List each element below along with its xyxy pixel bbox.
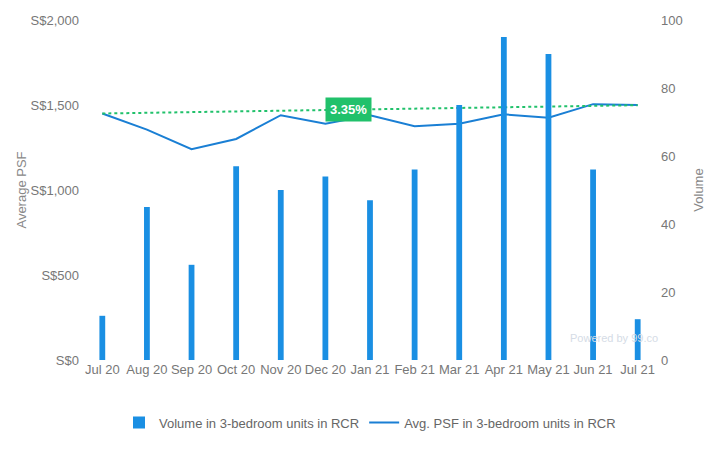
svg-text:Average PSF: Average PSF: [14, 151, 29, 228]
svg-text:Jun 21: Jun 21: [574, 362, 613, 377]
svg-text:Jan 21: Jan 21: [350, 362, 389, 377]
svg-text:100: 100: [661, 13, 683, 28]
svg-text:Avg. PSF in 3-bedroom units in: Avg. PSF in 3-bedroom units in RCR: [404, 416, 615, 431]
svg-text:Volume in 3-bedroom units in R: Volume in 3-bedroom units in RCR: [159, 416, 359, 431]
svg-text:S$0: S$0: [56, 353, 79, 368]
svg-text:3.35%: 3.35%: [330, 102, 367, 117]
svg-text:Dec 20: Dec 20: [305, 362, 346, 377]
svg-text:S$500: S$500: [41, 268, 79, 283]
svg-text:Jul 20: Jul 20: [85, 362, 120, 377]
svg-text:Volume: Volume: [691, 168, 706, 211]
svg-text:80: 80: [661, 81, 675, 96]
svg-text:Oct 20: Oct 20: [217, 362, 255, 377]
svg-text:Mar 21: Mar 21: [439, 362, 479, 377]
svg-text:Nov 20: Nov 20: [260, 362, 301, 377]
svg-text:S$1,500: S$1,500: [31, 98, 79, 113]
svg-text:40: 40: [661, 217, 675, 232]
svg-text:S$2,000: S$2,000: [31, 13, 79, 28]
svg-text:20: 20: [661, 285, 675, 300]
svg-text:Feb 21: Feb 21: [394, 362, 434, 377]
svg-text:May 21: May 21: [527, 362, 570, 377]
svg-text:0: 0: [661, 353, 668, 368]
svg-text:60: 60: [661, 149, 675, 164]
svg-text:S$1,000: S$1,000: [31, 183, 79, 198]
svg-text:Powered by 99.co: Powered by 99.co: [570, 332, 658, 344]
svg-text:Aug 20: Aug 20: [126, 362, 167, 377]
svg-text:Jul 21: Jul 21: [620, 362, 655, 377]
svg-text:Apr 21: Apr 21: [485, 362, 523, 377]
svg-text:Sep 20: Sep 20: [171, 362, 212, 377]
